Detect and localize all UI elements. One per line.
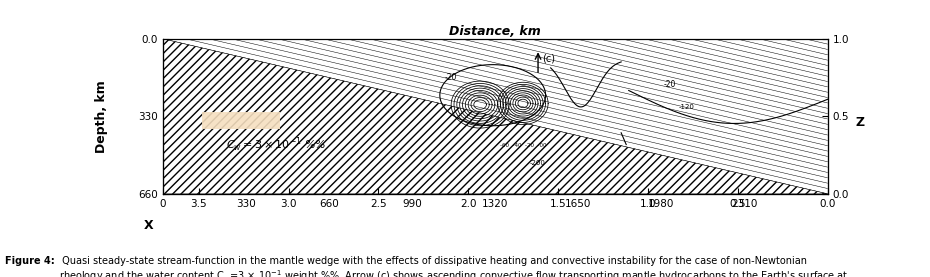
X-axis label: Distance, km: Distance, km xyxy=(449,25,541,38)
Y-axis label: Z: Z xyxy=(856,116,865,129)
Text: X: X xyxy=(143,219,153,232)
Text: -60  -40  -20  -00: -60 -40 -20 -00 xyxy=(499,143,546,148)
Text: -20: -20 xyxy=(445,73,458,82)
Text: -120: -120 xyxy=(679,104,695,110)
Polygon shape xyxy=(163,39,828,194)
Text: Figure 4:: Figure 4: xyxy=(5,256,54,266)
Text: (c): (c) xyxy=(542,54,555,64)
Text: $C_w=3\times10^{-1}$ %%: $C_w=3\times10^{-1}$ %% xyxy=(226,135,326,154)
Y-axis label: Depth, km: Depth, km xyxy=(95,80,108,153)
Bar xyxy=(202,112,280,129)
Text: -200: -200 xyxy=(530,160,546,166)
Text: -20: -20 xyxy=(664,80,676,89)
Text: Quasi steady-state stream-function in the mantle wedge with the effects of dissi: Quasi steady-state stream-function in th… xyxy=(59,256,848,277)
